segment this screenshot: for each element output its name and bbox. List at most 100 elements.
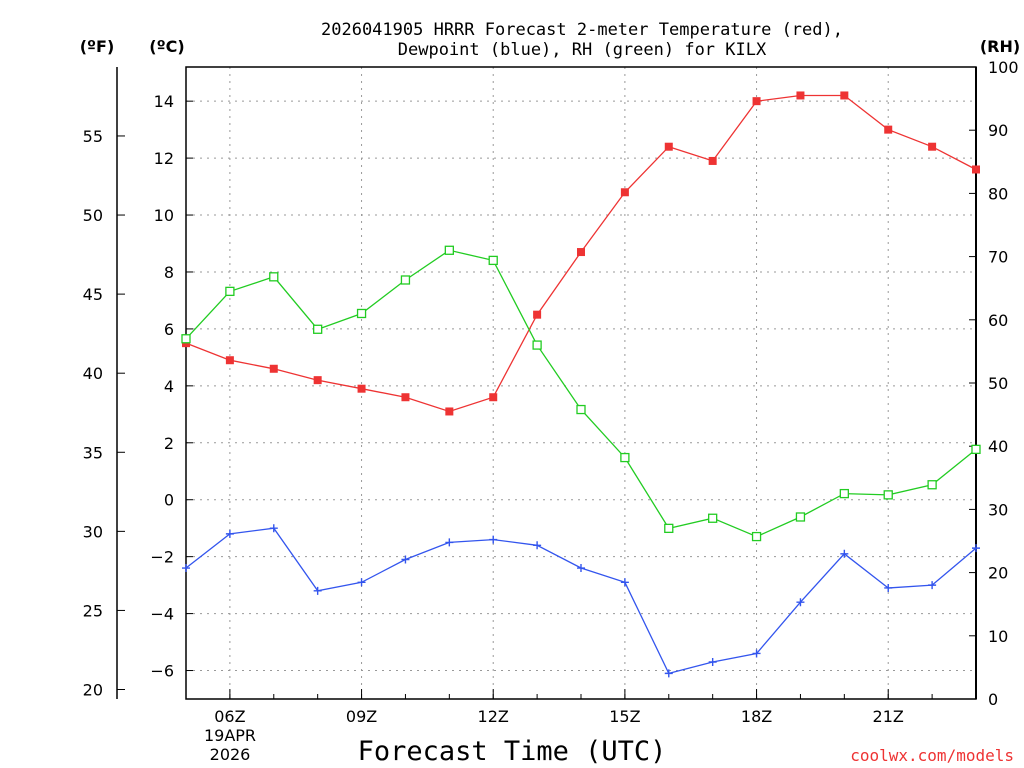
rh-point (927, 480, 937, 490)
rh-point (664, 523, 674, 534)
dewpoint-line (185, 527, 977, 675)
fahrenheit-tick-label: 25 (83, 601, 103, 620)
time-tick-label: 09Z (346, 707, 377, 726)
rh-point (181, 334, 191, 344)
celsius-tick-label: −2 (150, 548, 174, 567)
temperature-point (313, 376, 322, 385)
dewpoint-point (752, 649, 761, 658)
rh-tick-label: 80 (988, 184, 1008, 203)
rh-point (971, 444, 981, 455)
fahrenheit-tick-label: 30 (83, 522, 103, 541)
rh-tick-label: 0 (988, 690, 998, 709)
celsius-tick-label: 14 (154, 92, 174, 111)
rh-tick-label: 40 (988, 437, 1008, 456)
rh-point (708, 513, 718, 523)
time-tick-label: 15Z (609, 707, 640, 726)
celsius-unit-label: (ºC) (149, 37, 184, 56)
celsius-axis: −6 −4 −2 0 2 4 6 8 10 12 14 (150, 92, 193, 681)
rh-point (532, 340, 542, 350)
temperature-point (489, 393, 498, 402)
rh-point (444, 245, 454, 255)
chart-title: 2026041905 HRRR Forecast 2-meter Tempera… (321, 20, 843, 40)
rh-tick-label: 60 (988, 311, 1008, 330)
celsius-tick-label: −4 (150, 605, 174, 624)
fahrenheit-unit-label: (ºF) (80, 37, 115, 56)
celsius-tick-label: 10 (154, 206, 174, 225)
rh-point (751, 531, 762, 542)
rh-point (313, 324, 323, 334)
time-tick-label: 12Z (478, 707, 509, 726)
rh-point (576, 404, 586, 415)
fahrenheit-tick-label: 40 (83, 364, 103, 383)
rh-unit-label: (RH) (980, 37, 1020, 56)
dewpoint-point (577, 564, 585, 573)
rh-line (185, 249, 977, 538)
dewpoint-point (269, 524, 278, 533)
rh-tick-label: 20 (988, 564, 1008, 583)
rh-axis: 0 10 20 30 40 50 60 70 80 90 100 (969, 58, 1019, 709)
date-line-1: 19APR (204, 726, 256, 745)
dewpoint-point (182, 564, 190, 573)
fahrenheit-tick-label: 55 (83, 127, 103, 146)
grid-lines (186, 67, 976, 699)
celsius-tick-label: 8 (164, 263, 174, 282)
rh-point (620, 452, 630, 463)
rh-point (356, 308, 367, 319)
dewpoint-point (225, 529, 234, 538)
rh-tick-label: 10 (988, 627, 1008, 646)
time-tick-label: 18Z (741, 707, 772, 726)
dewpoint-point (401, 555, 410, 564)
chart-subtitle: Dewpoint (blue), RH (green) for KILX (398, 40, 767, 60)
celsius-tick-label: −6 (150, 662, 174, 681)
temperature-point (445, 407, 454, 416)
dewpoint-point (928, 581, 937, 590)
x-axis-title: Forecast Time (UTC) (358, 736, 667, 767)
rh-point (400, 275, 411, 285)
temperature-point (401, 393, 410, 402)
fahrenheit-tick-label: 35 (83, 443, 103, 462)
celsius-tick-label: 4 (164, 377, 174, 396)
dewpoint-point (313, 586, 322, 595)
celsius-tick-label: 12 (154, 149, 174, 168)
temperature-point (269, 364, 278, 373)
dewpoint-point (840, 549, 849, 558)
rh-point (488, 255, 498, 266)
rh-point (883, 490, 893, 500)
temperature-point (357, 384, 366, 393)
rh-tick-label: 100 (988, 58, 1019, 77)
time-tick-label: 21Z (873, 707, 904, 726)
temperature-point (664, 142, 673, 151)
temperature-point (708, 156, 717, 165)
time-axis: 06Z 09Z 12Z 15Z 18Z 21Z (185, 689, 977, 726)
dewpoint-point (357, 578, 366, 587)
temperature-point (225, 356, 234, 365)
rh-tick-label: 90 (988, 121, 1008, 140)
dewpoint-point (972, 544, 980, 553)
dewpoint-point (796, 598, 805, 607)
temperature-point (752, 97, 761, 106)
fahrenheit-tick-label: 45 (83, 285, 103, 304)
temperature-point (884, 125, 893, 134)
fahrenheit-axis: 20 25 30 35 40 45 50 55 (83, 127, 125, 700)
dewpoint-point (489, 535, 498, 544)
dewpoint-point (445, 538, 454, 547)
date-line-2: 2026 (210, 745, 251, 764)
temperature-point (620, 188, 629, 197)
plot-frame (185, 66, 977, 700)
temperature-point (840, 91, 849, 100)
dewpoint-point (533, 541, 542, 550)
data-series (181, 91, 981, 678)
rh-tick-label: 70 (988, 248, 1008, 267)
temperature-point (928, 142, 937, 151)
temperature-point (972, 165, 980, 174)
dewpoint-point (664, 669, 673, 678)
rh-point (269, 272, 279, 282)
rh-tick-label: 30 (988, 500, 1008, 519)
rh-point (839, 488, 849, 499)
celsius-tick-label: 6 (164, 320, 174, 339)
dewpoint-point (708, 657, 717, 666)
temperature-point (796, 91, 805, 100)
celsius-tick-label: 2 (164, 434, 174, 453)
dewpoint-point (884, 583, 893, 592)
